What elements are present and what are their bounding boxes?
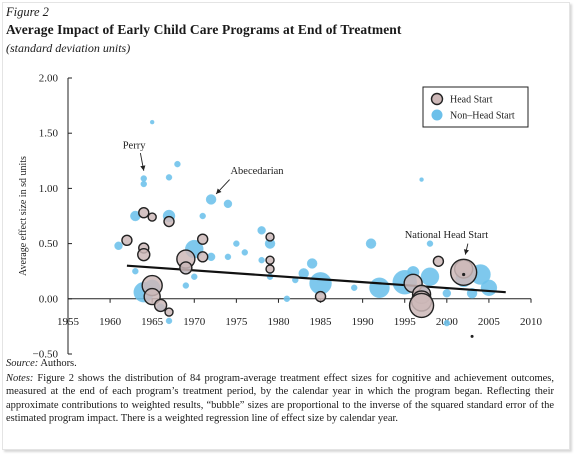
notes-paragraph: Notes: Figure 2 shows the distribution o… [6,372,554,426]
head-start-bubble [137,247,151,262]
y-tick-label: −0.50 [33,349,59,359]
non-head-start-bubble [351,284,358,291]
non-head-start-bubble [223,199,233,209]
non-head-start-bubble [257,226,266,235]
head-start-bubble [164,307,174,317]
head-start-bubble [138,206,150,219]
non-head-start-bubble [182,282,190,289]
notes-label: Notes: [6,373,34,384]
non-head-start-bubble [165,317,173,325]
x-tick-label: 1955 [57,316,80,328]
legend-non-head-start-label: Non–Head Start [450,111,515,122]
x-tick-label: 1980 [267,316,290,328]
non-head-start-bubble [442,289,452,298]
y-tick-label: 2.00 [39,73,59,85]
x-tick-label: 1975 [225,316,248,328]
legend-non-head-start-marker [431,109,443,121]
non-head-start-bubble [140,175,147,182]
national-head-start-arrow-head [463,249,469,255]
figure-label: Figure 2 [6,5,49,19]
head-start-bubble [265,232,275,242]
annotation-national-head-start: National Head Start [405,230,488,241]
head-start-bubble [163,215,175,228]
non-head-start-bubble [114,241,123,251]
legend-head-start-label: Head Start [450,95,493,106]
chart-title: Average Impact of Early Child Care Progr… [6,22,402,37]
head-start-bubble [179,261,193,275]
bubble-chart: −0.50 0.00 0.50 1.00 1.50 2.00 1955 1960 1965 197… [18,73,543,359]
notes-text: Figure 2 shows the distribution of 84 pr… [6,373,555,425]
non-head-start-bubble [369,277,390,298]
head-start-bubble [470,334,474,338]
head-start-bubble [265,255,275,265]
y-tick-label: 1.50 [39,128,59,140]
non-head-start-bubble [420,267,440,286]
x-tick-label: 2005 [478,316,501,328]
legend-head-start-marker [430,92,444,106]
x-tick-label: 1990 [352,316,375,328]
non-head-start-bubble [165,174,173,181]
head-start-bubble [314,290,327,303]
x-tick-label: 1995 [394,316,417,328]
non-head-start-bubble [258,256,265,264]
non-head-start-bubble [224,253,232,261]
non-head-start-bubble [365,238,377,249]
source-text: Authors. [40,358,77,369]
non-head-start-bubble [419,177,424,182]
non-head-start-bubble [426,240,434,247]
non-head-start-bubble [174,160,181,168]
head-start-bubble [147,212,157,222]
non-head-start-bubble [480,279,498,296]
x-tick-label: 2010 [520,316,543,328]
head-start-bubble [196,233,209,245]
head-start-bubble [408,292,435,319]
x-tick-label: 1985 [310,316,333,328]
non-head-start-bubble [132,267,139,275]
y-axis-label: Average effect size in sd units [18,156,29,276]
y-tick-label: 1.00 [39,183,59,195]
non-head-start-bubble [306,258,318,269]
non-head-start-bubble [241,249,248,256]
non-head-start-bubble [283,295,291,303]
x-tick-label: 1970 [183,316,206,328]
abecedarian-arrow-head [216,188,222,194]
source-label: Source: [6,358,39,369]
y-tick-label: 0.00 [39,293,59,305]
annotation-perry: Perry [123,141,146,152]
x-tick-label: 1965 [141,316,164,328]
chart-subtitle: (standard deviation units) [6,41,131,55]
head-start-bubble [432,255,445,267]
source-line: Source: Authors. [6,358,77,369]
head-start-bubble [265,264,275,274]
non-head-start-bubble [140,180,147,188]
non-head-start-bubble [191,273,198,280]
non-head-start-bubble [199,212,206,220]
non-head-start-bubble [205,194,217,205]
perry-arrow-head [140,165,146,171]
legend-box [422,86,529,128]
head-start-bubble [121,234,133,246]
x-tick-label: 1960 [99,316,122,328]
national-head-start-dot [462,272,466,277]
figure-frame [2,2,570,450]
non-head-start-bubble [149,119,155,125]
head-start-bubble [153,298,168,313]
non-head-start-bubble [443,319,451,327]
head-start-bubble [449,258,478,287]
annotation-abecedarian: Abecedarian [230,166,284,177]
non-head-start-bubble [233,240,240,247]
y-tick-label: 0.50 [39,238,59,250]
head-start-bubble [196,251,209,263]
